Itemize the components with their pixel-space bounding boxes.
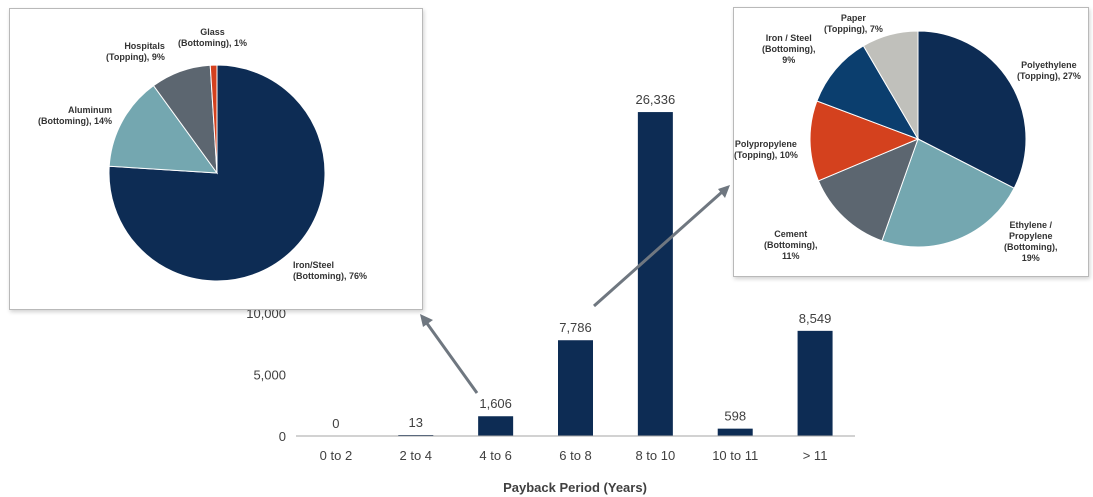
pie-slice	[809, 100, 920, 182]
pie-slice	[209, 64, 218, 174]
pie-slice-label: Paper (Topping), 7%	[824, 13, 883, 34]
data-label: 13	[409, 415, 423, 430]
pie-slice	[817, 138, 919, 242]
x-tick-label: 10 to 11	[712, 448, 758, 463]
right-pie-chart	[809, 30, 1027, 248]
y-tick-label: 5,000	[253, 368, 286, 383]
arrow-head-left	[420, 314, 433, 327]
x-tick-label: 6 to 8	[559, 448, 592, 463]
x-axis-title: Payback Period (Years)	[503, 480, 647, 495]
pie-slice	[881, 138, 1015, 248]
x-tick-label: 4 to 6	[479, 448, 512, 463]
pie-slice	[917, 30, 1027, 189]
bar	[558, 340, 593, 436]
bar	[478, 416, 514, 436]
pie-slice-label: Polyethylene (Topping), 27%	[1017, 60, 1081, 81]
arrow-to-left-pie	[424, 321, 479, 394]
data-label: 7,786	[559, 320, 592, 335]
bar	[717, 428, 753, 436]
x-tick-label: > 11	[803, 448, 828, 463]
pie-slice-label: Glass (Bottoming), 1%	[178, 27, 247, 48]
pie-slice-label: Iron / Steel (Bottoming), 9%	[762, 33, 816, 65]
pie-slice-label: Aluminum (Bottoming), 14%	[38, 105, 112, 126]
pie-slice	[862, 30, 919, 141]
left-pie-panel: Iron/Steel (Bottoming), 76% Aluminum (Bot…	[9, 8, 423, 310]
pie-slice	[108, 64, 326, 282]
arrow-to-right-pie	[593, 190, 723, 308]
data-label: 0	[332, 416, 339, 431]
pie-slice-label: Hospitals (Topping), 9%	[106, 41, 165, 62]
data-label: 1,606	[479, 396, 512, 411]
x-tick-label: 2 to 4	[400, 448, 433, 463]
y-tick-label: 0	[279, 429, 286, 444]
bar	[797, 330, 833, 436]
right-pie-panel: Polyethylene (Topping), 27% Ethylene / Pr…	[733, 7, 1089, 277]
pie-slice-label: Ethylene / Propylene (Bottoming), 19%	[1004, 220, 1058, 263]
pie-slice	[816, 45, 920, 140]
pie-slice-label: Polypropylene (Topping), 10%	[734, 139, 798, 160]
pie-slice-label: Cement (Bottoming), 11%	[764, 229, 818, 261]
data-label: 598	[724, 409, 746, 424]
x-tick-label: 0 to 2	[320, 448, 353, 463]
pie-slice	[108, 84, 219, 174]
arrow-head-right	[718, 185, 730, 198]
pie-slice-label: Iron/Steel (Bottoming), 76%	[293, 260, 367, 281]
left-pie-chart	[108, 64, 326, 282]
bar	[637, 112, 673, 436]
data-label: 8,549	[799, 311, 832, 326]
data-label: 26,336	[635, 92, 675, 107]
x-tick-label: 8 to 10	[635, 448, 675, 463]
